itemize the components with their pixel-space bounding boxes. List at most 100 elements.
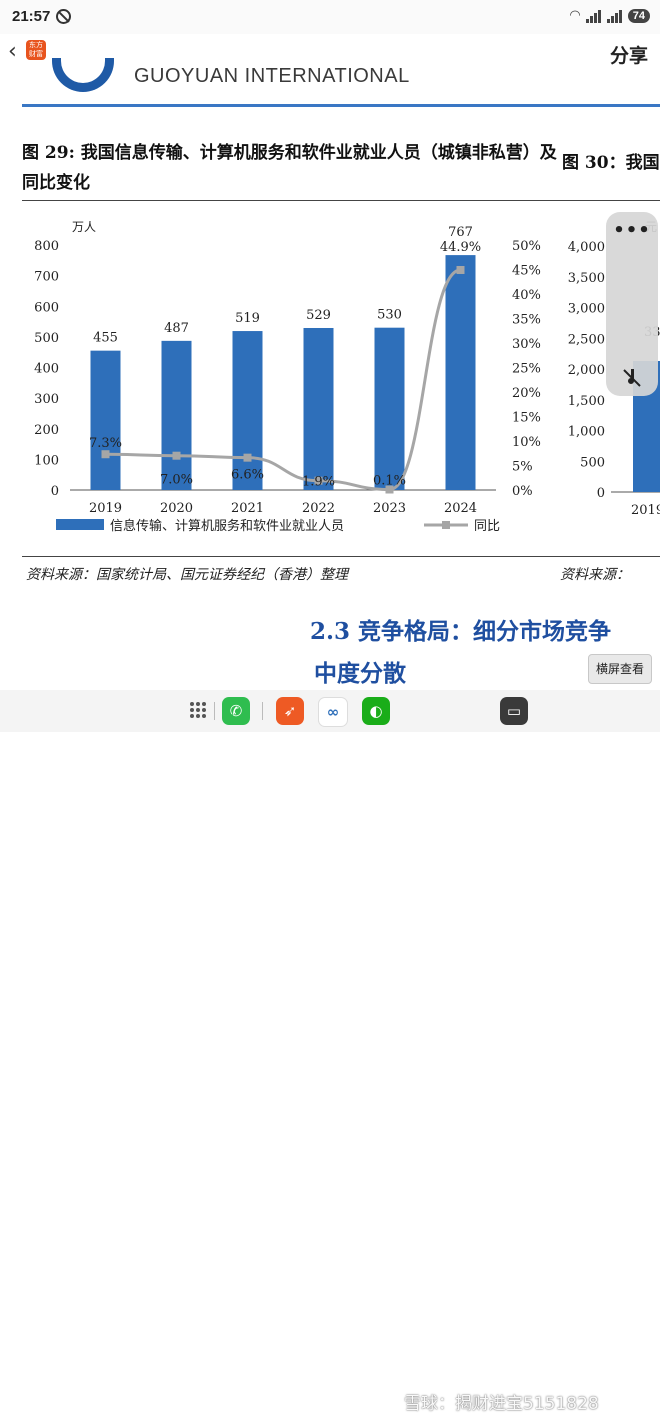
figure-30-x-tick-label: 2019 [631, 503, 660, 518]
bar-value-label: 519 [235, 311, 260, 326]
bar-value-label: 487 [164, 321, 189, 336]
x-tick-label: 2019 [89, 501, 122, 516]
battery-icon: 74 [627, 8, 650, 23]
watermark: 雪球：揭财进宝5151828 [404, 1394, 599, 1414]
app-drawer-icon[interactable] [190, 702, 206, 718]
left-axis-tick-label: 500 [34, 331, 59, 346]
news-app-icon[interactable]: ➶ [276, 697, 304, 725]
brand-text: GUOYUAN INTERNATIONAL [134, 65, 410, 87]
status-time: 21:57 [12, 8, 51, 25]
figure-30-tick-label: 0 [597, 486, 605, 501]
section-heading-continued: 中度分散 [314, 660, 406, 687]
share-button[interactable]: 分享 [609, 45, 648, 67]
right-axis-tick-label: 40% [512, 288, 541, 303]
bar-2021 [232, 331, 263, 490]
do-not-disturb-icon [56, 9, 71, 24]
yoy-point-2019 [101, 450, 110, 459]
brand-logo-icon [52, 58, 114, 92]
x-tick-label: 2023 [373, 501, 406, 516]
employment-chart: 万人 0 100 200 300 400 500 600 700 800 0% 5% 10% 15% 20%… [34, 220, 541, 534]
back-arrow-icon[interactable]: ‹ [8, 39, 17, 64]
right-axis-tick-label: 45% [512, 264, 541, 279]
right-axis-tick-label: 30% [512, 337, 541, 352]
yoy-point-2021 [243, 453, 252, 462]
x-tick-label: 2022 [302, 501, 335, 516]
legend-bar-swatch [56, 519, 104, 530]
yoy-point-2024 [456, 265, 465, 274]
legend-line-label: 同比 [474, 519, 500, 534]
left-axis-tick-label: 400 [34, 362, 59, 377]
legend-bar-label: 信息传输、计算机服务和软件业就业人员 [110, 518, 344, 534]
figure-30-tick-label: 4,000 [568, 240, 605, 255]
app-logo: 东方财富 [26, 40, 46, 60]
bar-value-label: 529 [306, 308, 331, 323]
legend-line-marker [442, 521, 450, 529]
status-bar: 21:57 ◠ 74 [0, 0, 660, 34]
bar-value-label: 767 [448, 225, 473, 240]
status-icons: ◠ 74 [569, 8, 650, 23]
figure-29-source: 资料来源：国家统计局、国元证券经纪（香港）整理 [26, 567, 348, 583]
landscape-view-button[interactable]: 横屏查看 [588, 654, 652, 684]
yoy-value-label: 1.9% [302, 475, 335, 490]
floating-panel[interactable]: ••• [606, 212, 658, 396]
mute-icon[interactable] [620, 366, 644, 388]
right-axis-tick-label: 5% [512, 460, 533, 475]
figure-30-tick-label: 2,000 [568, 363, 605, 378]
bar-2022 [303, 327, 334, 490]
figure-29-title: 图 29: 我国信息传输、计算机服务和软件业就业人员（城镇非私营）及同比变化 [22, 143, 557, 193]
bar-2020 [161, 340, 192, 490]
figure-30-tick-label: 1,500 [568, 394, 605, 409]
app-logo-text: 东方财富 [29, 41, 43, 58]
x-tick-label: 2024 [444, 501, 477, 516]
signal-icon [585, 9, 602, 23]
yoy-point-2020 [172, 451, 181, 460]
right-axis-tick-label: 15% [512, 411, 541, 426]
x-tick-label: 2020 [160, 501, 193, 516]
figure-30-tick-label: 3,500 [568, 271, 605, 286]
taskbar-divider [262, 702, 263, 720]
more-options-icon[interactable]: ••• [613, 220, 651, 241]
figure-30-source: 资料来源： [560, 567, 630, 583]
yoy-point-2022 [314, 476, 323, 485]
bar-2023 [374, 327, 405, 490]
right-axis-tick-label: 20% [512, 386, 541, 401]
section-heading: 2.3 竞争格局：细分市场竞争 [310, 618, 612, 645]
yoy-point-2023 [385, 485, 394, 494]
left-axis-tick-label: 200 [34, 423, 59, 438]
figure-30-tick-label: 500 [580, 455, 605, 470]
yoy-value-label: 6.6% [231, 468, 264, 483]
right-axis-tick-label: 50% [512, 239, 541, 254]
left-axis-tick-label: 100 [34, 453, 59, 468]
bar-2019 [90, 350, 121, 490]
yoy-value-label: 0.1% [373, 474, 406, 489]
bar-value-label: 455 [93, 331, 118, 346]
wechat-app-icon[interactable]: ◐ [362, 697, 390, 725]
wifi-icon: ◠ [569, 8, 581, 23]
bar-value-label: 530 [377, 308, 402, 323]
yoy-value-label: 7.0% [160, 473, 193, 488]
figure-30-tick-label: 3,000 [568, 302, 605, 317]
left-axis-tick-label: 800 [34, 239, 59, 254]
right-axis-tick-label: 10% [512, 435, 541, 450]
bar-2024 [445, 255, 476, 490]
phone-app-icon[interactable]: ✆ [222, 697, 250, 725]
figure-30-tick-label: 1,000 [568, 425, 605, 440]
unit-label: 万人 [72, 220, 96, 234]
left-axis-tick-label: 600 [34, 300, 59, 315]
clipboard-app-icon[interactable]: ▭ [500, 697, 528, 725]
browser-app-icon[interactable]: ∞ [318, 697, 348, 727]
left-axis-tick-label: 700 [34, 270, 59, 285]
figure-30-title: 图 30：我国 [562, 153, 660, 173]
x-tick-label: 2021 [231, 501, 264, 516]
right-axis-tick-label: 0% [512, 484, 533, 499]
yoy-value-label: 44.9% [440, 240, 481, 255]
right-axis-tick-label: 25% [512, 362, 541, 377]
yoy-value-label: 7.3% [89, 436, 122, 451]
yoy-line [105, 268, 461, 492]
figure-top-rule [22, 200, 660, 201]
figure-bottom-rule [22, 556, 660, 557]
figure-30-tick-label: 2,500 [568, 332, 605, 347]
taskbar-divider [214, 702, 215, 720]
header-rule [22, 104, 660, 107]
left-axis-tick-label: 300 [34, 392, 59, 407]
